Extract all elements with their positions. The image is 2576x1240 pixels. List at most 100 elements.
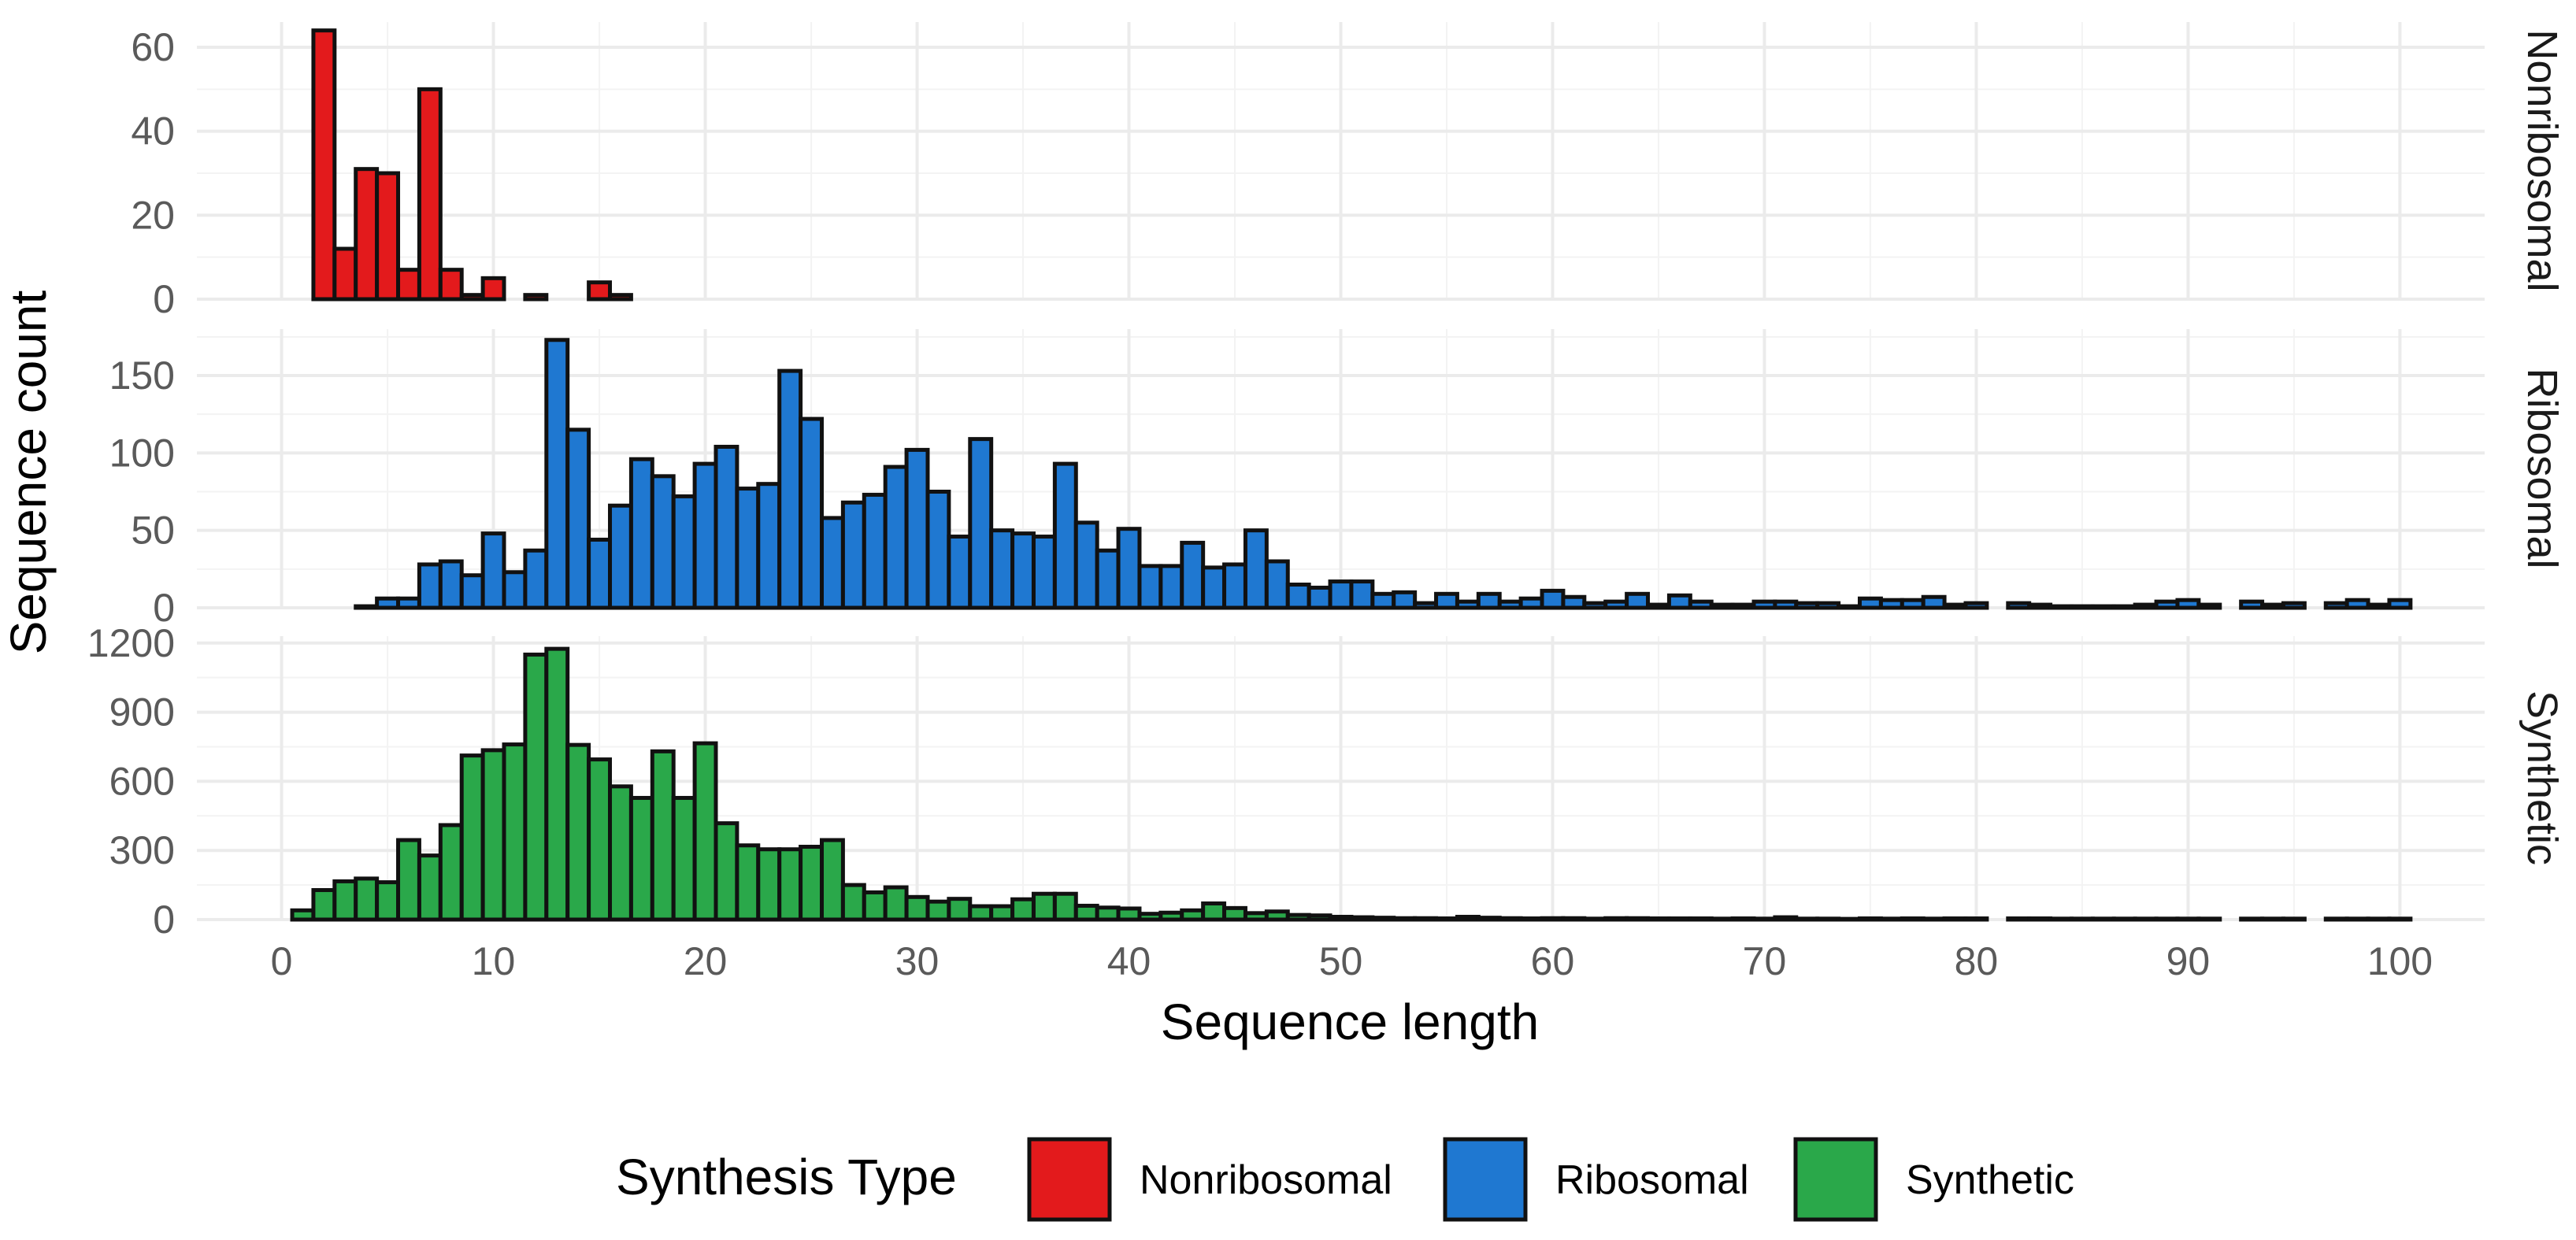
bar: [1455, 914, 1481, 922]
bar: [777, 368, 803, 610]
y-tick-label: 40: [131, 109, 175, 154]
bar: [311, 28, 337, 302]
bar: [2069, 916, 2095, 922]
bar: [1095, 905, 1121, 922]
y-axis-title: Sequence count: [0, 290, 57, 654]
bar: [1963, 601, 1989, 610]
bar: [2154, 599, 2180, 610]
panel-synthetic: 0 300 600 900 1200 Synthetic: [87, 621, 2566, 942]
bar: [1137, 912, 1163, 922]
bar: [713, 444, 739, 610]
bar: [1561, 916, 1587, 922]
bar: [799, 845, 824, 922]
bars-synthetic: [290, 646, 2413, 922]
bar: [1052, 891, 1078, 922]
bar: [883, 885, 909, 922]
bar: [904, 447, 930, 610]
legend-key-synthetic: [1793, 1137, 1878, 1222]
bar: [417, 853, 443, 922]
bar: [1434, 591, 1459, 610]
bar: [1370, 916, 1396, 922]
bar: [1031, 891, 1057, 922]
bar: [2090, 604, 2116, 610]
y-tick-label: 100: [109, 431, 175, 475]
bar: [1392, 916, 1418, 922]
y-tick-label: 150: [109, 353, 175, 398]
bar: [1497, 599, 1523, 610]
bar: [1518, 596, 1544, 610]
bar: [1010, 897, 1036, 922]
x-tick-label: 60: [1531, 939, 1575, 983]
bar: [1942, 602, 1968, 610]
bar: [375, 596, 401, 610]
bar: [396, 268, 421, 302]
bar: [2048, 604, 2074, 610]
bar: [904, 894, 930, 922]
bar: [480, 531, 506, 610]
bar: [671, 795, 697, 922]
y-tick-label: 20: [131, 193, 175, 237]
bar: [375, 171, 401, 302]
legend-key-nonribosomal: [1027, 1137, 1112, 1222]
bar: [523, 652, 549, 922]
bar: [1285, 912, 1311, 922]
bar: [1963, 916, 1989, 922]
bar: [1243, 528, 1269, 610]
bar: [650, 749, 676, 922]
bar: [544, 646, 570, 922]
bar: [1688, 599, 1714, 610]
bar: [756, 847, 782, 922]
bar: [1158, 910, 1184, 922]
bar: [2260, 916, 2285, 922]
bar: [459, 573, 485, 610]
bar: [1540, 588, 1566, 610]
bar: [1921, 916, 1947, 922]
bar: [523, 548, 549, 610]
x-tick-label: 10: [472, 939, 516, 983]
panel-ribosomal: 0 50 100 150 Ribosomal: [109, 329, 2566, 630]
bar: [2175, 916, 2201, 922]
bar: [1666, 916, 1692, 922]
bar: [2366, 602, 2392, 610]
bar: [819, 838, 845, 922]
bar: [1646, 602, 1671, 610]
bar: [1730, 916, 1756, 922]
bar: [2196, 602, 2222, 610]
bar: [417, 87, 443, 302]
bar: [1243, 911, 1269, 922]
bar: [968, 437, 994, 610]
bar: [1942, 916, 1968, 922]
bar: [1561, 594, 1587, 610]
bar: [459, 753, 485, 922]
bar: [925, 490, 951, 610]
bar: [2323, 601, 2349, 610]
bar: [1116, 527, 1142, 610]
bar: [1878, 916, 1904, 922]
x-tick-label: 90: [2166, 939, 2211, 983]
bar: [989, 528, 1015, 610]
bar: [1858, 916, 1883, 922]
bar: [1264, 559, 1290, 610]
bar: [2111, 916, 2137, 922]
legend-label-synthetic: Synthetic: [1906, 1157, 2074, 1203]
bar: [1815, 916, 1841, 922]
bar: [1222, 905, 1247, 922]
panel-nonribosomal: 0 20 40 60 Nonribosomal: [131, 22, 2566, 321]
bar: [565, 742, 591, 922]
bar: [375, 880, 401, 922]
y-tick-label: 300: [109, 828, 175, 872]
bar: [332, 246, 358, 302]
bar: [587, 280, 613, 302]
bar: [2133, 602, 2159, 610]
bar: [608, 784, 633, 922]
legend-key-ribosomal: [1443, 1137, 1528, 1222]
bar: [438, 823, 464, 922]
bar: [544, 338, 570, 610]
bar: [502, 570, 528, 610]
x-tick-label: 100: [2367, 939, 2433, 983]
bar: [1858, 596, 1883, 610]
bar: [692, 741, 718, 922]
bars-nonribosomal: [311, 28, 633, 302]
bar: [735, 843, 761, 922]
